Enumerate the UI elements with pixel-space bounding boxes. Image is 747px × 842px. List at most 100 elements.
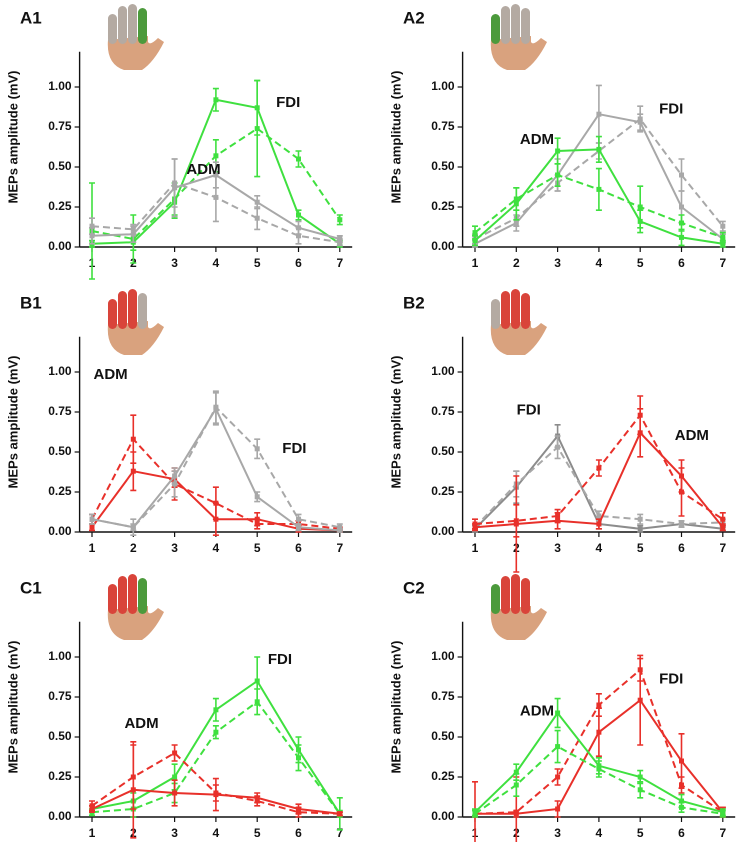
series-annotation: FDI	[276, 94, 300, 111]
hand-finger	[108, 299, 117, 329]
series-annotation: FDI	[659, 100, 683, 117]
data-point	[637, 204, 643, 210]
data-point	[555, 806, 561, 812]
y-tick-label: 0.75	[431, 119, 455, 133]
hand-finger	[511, 4, 520, 44]
series-annotation: ADM	[93, 366, 127, 383]
x-tick-label: 4	[213, 826, 220, 840]
data-point	[720, 241, 726, 247]
data-point	[472, 811, 478, 817]
panel-label: A2	[403, 8, 425, 27]
data-point	[254, 798, 260, 804]
y-tick-label: 0.75	[48, 119, 72, 133]
data-point	[337, 217, 343, 223]
data-point	[296, 212, 301, 218]
y-tick-label: 0.25	[431, 769, 455, 783]
x-tick-label: 1	[89, 541, 96, 555]
data-point	[596, 186, 602, 192]
data-point	[172, 180, 178, 186]
data-point	[637, 697, 643, 703]
data-point	[679, 521, 684, 527]
x-tick-label: 7	[719, 826, 726, 840]
data-point	[89, 233, 95, 239]
data-point	[337, 239, 343, 245]
data-point	[296, 809, 301, 815]
series-annotation: FDI	[517, 401, 541, 418]
x-tick-label: 6	[678, 256, 685, 270]
y-tick-label: 1.00	[48, 364, 72, 378]
data-point	[679, 798, 684, 804]
hand-palm	[490, 321, 547, 355]
data-point	[296, 233, 301, 239]
data-point	[254, 678, 260, 684]
data-point	[513, 196, 519, 202]
data-point	[679, 220, 684, 226]
x-tick-label: 6	[678, 541, 685, 555]
y-tick-label: 0.75	[431, 404, 455, 418]
series-annotation: FDI	[268, 651, 292, 668]
y-tick-label: 1.00	[431, 364, 455, 378]
data-point	[213, 153, 219, 159]
hand-finger	[501, 291, 510, 329]
data-point	[213, 707, 219, 713]
hand-finger	[138, 578, 147, 614]
x-tick-label: 4	[596, 256, 603, 270]
series-annotation: FDI	[659, 670, 683, 687]
data-point	[596, 111, 602, 117]
data-point	[555, 172, 561, 178]
y-axis-title: MEPs amplitude (mV)	[5, 71, 20, 204]
data-point	[89, 803, 95, 809]
y-tick-label: 1.00	[48, 649, 72, 663]
data-point	[513, 782, 519, 788]
y-tick-label: 0.75	[48, 689, 72, 703]
data-point	[254, 199, 260, 205]
x-tick-label: 5	[254, 826, 261, 840]
y-tick-label: 0.00	[48, 239, 72, 253]
x-tick-label: 1	[472, 541, 479, 555]
data-point	[637, 774, 643, 780]
x-tick-label: 6	[295, 541, 302, 555]
data-point	[637, 526, 643, 532]
data-point	[555, 774, 561, 780]
y-axis-title: MEPs amplitude (mV)	[388, 641, 403, 774]
data-point	[89, 516, 95, 522]
data-point	[637, 412, 643, 418]
y-axis-title: MEPs amplitude (mV)	[388, 71, 403, 204]
data-point	[89, 223, 95, 229]
hand-finger	[491, 14, 500, 44]
x-tick-label: 1	[472, 256, 479, 270]
panel-label: A1	[20, 8, 42, 27]
x-tick-label: 5	[637, 256, 644, 270]
y-tick-label: 0.00	[48, 809, 72, 823]
hand-finger	[138, 8, 147, 44]
hand-finger	[501, 576, 510, 614]
y-tick-label: 1.00	[431, 649, 455, 663]
y-tick-label: 0.50	[48, 444, 72, 458]
data-point	[679, 782, 684, 788]
data-point	[679, 758, 684, 764]
hand-finger	[511, 574, 520, 614]
x-tick-label: 7	[336, 256, 343, 270]
data-point	[472, 230, 478, 236]
x-tick-label: 4	[596, 826, 603, 840]
data-point	[637, 516, 643, 522]
x-tick-label: 3	[171, 541, 178, 555]
data-point	[513, 809, 519, 815]
data-point	[472, 238, 478, 244]
y-axis-title: MEPs amplitude (mV)	[388, 356, 403, 489]
x-tick-label: 3	[554, 256, 561, 270]
y-tick-label: 1.00	[431, 79, 455, 93]
data-point	[172, 790, 178, 796]
panel-label: B2	[403, 293, 425, 312]
hand-palm	[107, 606, 164, 640]
y-tick-label: 0.75	[431, 689, 455, 703]
x-tick-label: 5	[254, 541, 261, 555]
hand-palm	[490, 606, 547, 640]
data-point	[213, 500, 219, 506]
data-point	[596, 513, 602, 519]
x-tick-label: 4	[596, 541, 603, 555]
